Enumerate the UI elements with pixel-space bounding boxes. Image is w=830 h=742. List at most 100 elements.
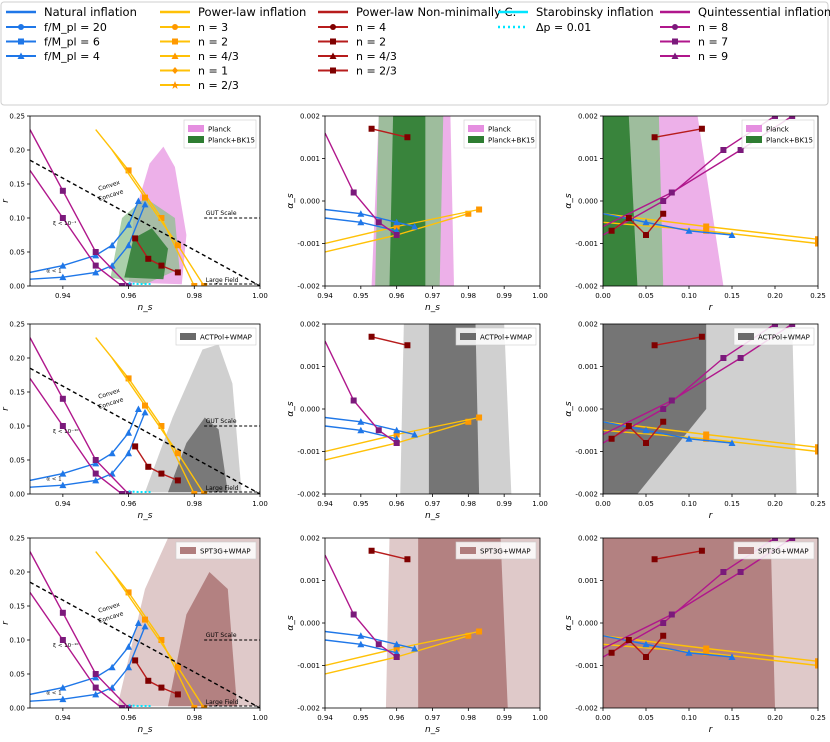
legend-marker-triangle [17,52,25,59]
series-point [59,187,66,194]
y-tick-label: 0.05 [9,249,25,257]
series-point [375,427,382,434]
series-point [125,429,133,436]
series-point [132,443,139,450]
x-tick-label: 0.97 [425,714,441,722]
dataset-legend-frame [455,327,537,346]
series-natural-f-mpl-6 [30,408,140,482]
series-point [660,198,667,204]
series-natural-f-mpl-6 [30,622,140,696]
dataset-swatch [180,547,196,554]
series-point [92,673,100,681]
series-point [815,444,818,451]
series-point [703,227,710,234]
series-point [698,547,705,554]
x-tick-label: 0.98 [461,714,477,722]
y-axis-label: α_s [286,401,296,416]
series-power-law-n-2 [111,149,205,286]
dataset-label: Planck+BK15 [488,137,535,145]
dataset-legend: ACTPol+WMAP [175,327,257,346]
series-point [789,116,796,119]
y-tick-label: 0.002 [578,113,598,121]
panel-plot-area [325,116,483,286]
series-point [357,418,365,425]
series-point [174,691,181,698]
dataset-swatch [468,125,484,132]
dataset-legend-frame [455,541,537,560]
xi-label: ξ < 10⁻¹⁰ [53,428,79,435]
y-tick-label: 0.20 [9,569,25,577]
x-tick-label: 0.98 [461,500,477,508]
series-natural [603,635,733,658]
series-point [125,449,133,457]
x-tick-label: 0.94 [317,500,333,508]
series-point [92,476,100,484]
series-point [59,423,66,429]
series-non-minimal [371,128,408,138]
legend-item-label: n = 2/3 [198,79,239,92]
series-point [125,241,133,249]
contour-spt-inner [168,572,237,707]
legend-marker-circle [672,24,678,30]
dataset-legend: SPT3G+WMAP [175,541,257,560]
series-point [476,414,483,421]
dataset-swatch [180,333,196,340]
x-axis-label: n_s [138,511,153,521]
dataset-legend: ACTPol+WMAP [455,327,537,346]
series-point [59,481,67,489]
y-tick-label: 0.00 [9,283,25,291]
x-tick-label: 0.05 [638,500,654,508]
dataset-legend-frame [175,541,257,560]
contour-act-inner [168,417,228,493]
panel-plot-area [603,324,818,494]
dataset-legend-frame [733,541,815,560]
legend-group-powerlaw: Power-law inflation n = 3 n = 2n = 4/3 n = … [160,5,306,92]
legend-marker-triangle [329,52,337,59]
x-tick-label: 0.00 [595,292,611,300]
y-tick-label: 0.10 [9,423,25,431]
series-point [660,632,667,639]
x-axis-label: r [709,303,714,313]
series-point [92,671,99,677]
x-tick-label: 1.00 [532,292,548,300]
y-tick-label: 0.001 [578,577,598,585]
y-tick-label: -0.001 [297,240,320,248]
series-point [132,657,139,664]
series-non-minimal [654,550,703,560]
x-tick-label: 0.94 [317,292,333,300]
panel-plot-area [30,538,260,708]
series-natural-f-mpl-6 [30,200,140,274]
series-point [668,397,675,404]
x-tick-label: 0.99 [496,714,512,722]
series-natural [603,421,733,444]
series-point [108,241,116,249]
series-point [375,641,382,648]
series-natural [325,416,415,436]
series-point [174,242,181,249]
series-point [191,705,198,708]
contour-bk15-inner [389,116,426,286]
series-point [357,210,365,217]
y-tick-label: 0.002 [300,113,320,121]
series-point [375,219,382,226]
x-tick-label: 0.25 [810,714,826,722]
series-point [465,418,472,425]
x-axis-label: r [709,725,714,735]
dataset-label: SPT3G+WMAP [758,548,809,556]
series-point [651,134,658,141]
series-point [411,645,419,652]
series-point [141,200,149,208]
large-field-label: Large Field [206,699,239,706]
series-point [404,342,411,349]
series-point [125,283,132,286]
series-point [685,435,693,442]
series-point [141,408,149,416]
series-point [142,194,148,201]
dataset-legend: Planck Planck+BK15 [183,119,257,149]
series-point [393,223,400,230]
legend-marker-square [330,67,336,74]
series-point [476,628,483,635]
series-point [703,649,710,656]
series-point [92,690,100,698]
